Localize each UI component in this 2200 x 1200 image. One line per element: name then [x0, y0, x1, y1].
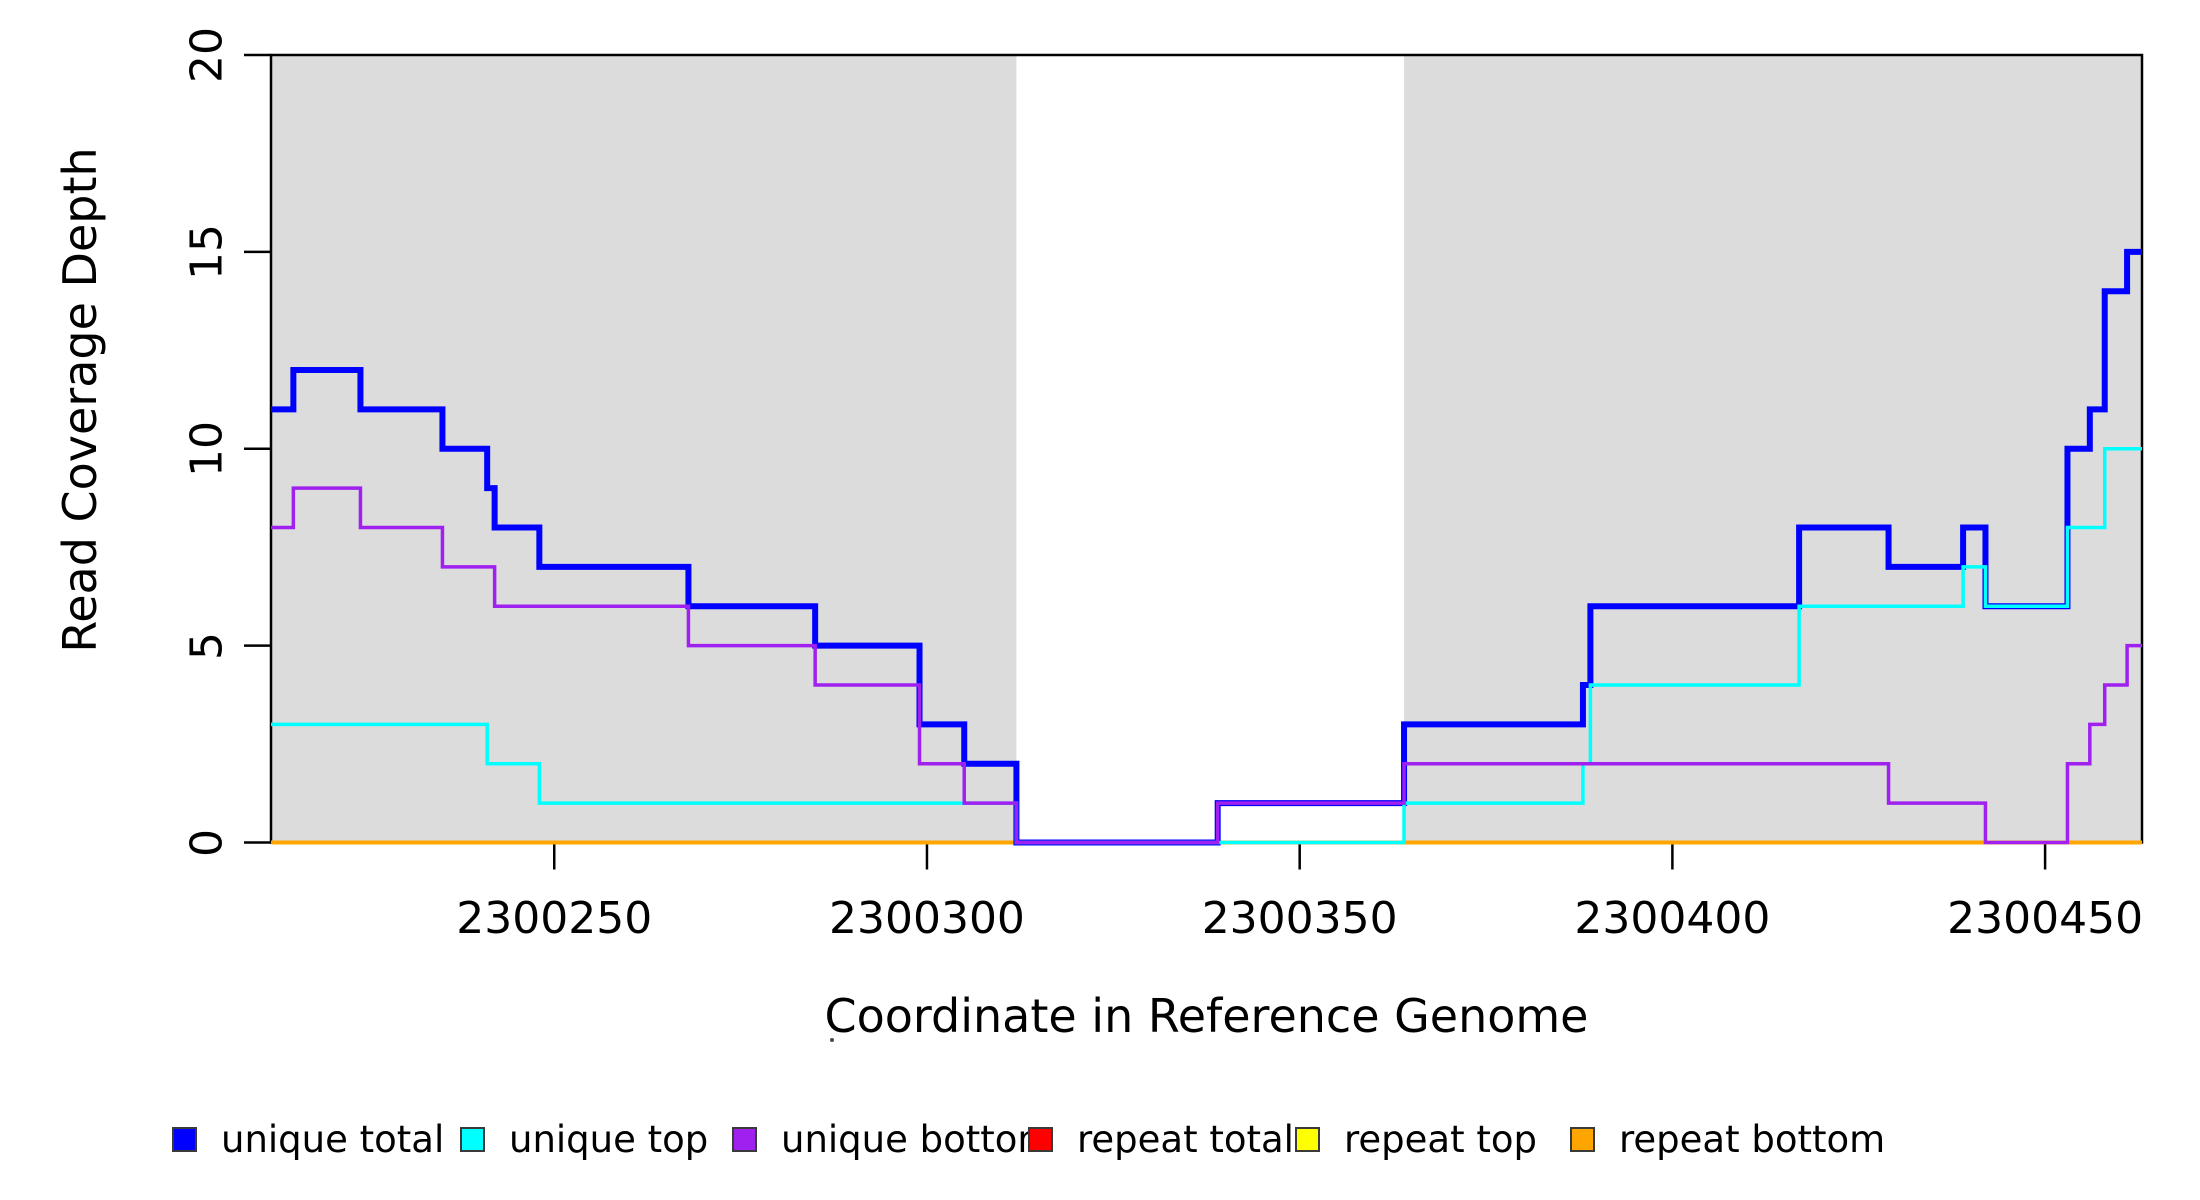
- legend-entry-unique-top: unique top: [460, 1118, 708, 1161]
- legend-label: repeat bottom: [1619, 1118, 1886, 1161]
- x-axis-label: Coordinate in Reference Genome: [824, 989, 1589, 1043]
- legend-label: repeat total: [1077, 1118, 1294, 1161]
- legend-label: repeat top: [1344, 1118, 1537, 1161]
- legend-label: unique total: [221, 1118, 445, 1161]
- legend-swatch-icon: [1028, 1127, 1053, 1152]
- legend-label: unique bottom: [781, 1118, 1054, 1161]
- legend-swatch-icon: [460, 1127, 485, 1152]
- legend-swatch-icon: [172, 1127, 197, 1152]
- y-tick-label-5: 5: [181, 631, 233, 660]
- legend-entry-repeat-top: repeat top: [1295, 1118, 1537, 1161]
- y-axis-label: Read Coverage Depth: [53, 147, 107, 653]
- x-tick-label-2300300: 2300300: [828, 893, 1025, 944]
- x-tick-label-2300250: 2300250: [456, 893, 653, 944]
- y-tick-label-0: 0: [181, 828, 233, 857]
- y-tick-label-10: 10: [181, 420, 233, 477]
- legend-swatch-icon: [1570, 1127, 1595, 1152]
- legend-entry-repeat-total: repeat total: [1028, 1118, 1294, 1161]
- stray-dot: [830, 1038, 834, 1042]
- legend-entry-unique-total: unique total: [172, 1118, 444, 1161]
- shaded-region-2: [1404, 55, 2142, 843]
- x-tick-label-2300350: 2300350: [1201, 893, 1398, 944]
- x-tick-label-2300450: 2300450: [1947, 893, 2144, 944]
- legend-entry-repeat-bottom: repeat bottom: [1570, 1118, 1885, 1161]
- legend-swatch-icon: [732, 1127, 757, 1152]
- legend-swatch-icon: [1295, 1127, 1320, 1152]
- legend-label: unique top: [509, 1118, 709, 1161]
- y-tick-label-20: 20: [181, 27, 233, 83]
- legend-entry-unique-bottom: unique bottom: [732, 1118, 1053, 1161]
- y-tick-label-15: 15: [181, 223, 233, 280]
- shaded-region-1: [271, 55, 1017, 843]
- series-line-unique-top: [271, 447, 2142, 845]
- x-tick-label-2300400: 2300400: [1574, 893, 1771, 944]
- series-line-unique-bottom: [271, 486, 2142, 845]
